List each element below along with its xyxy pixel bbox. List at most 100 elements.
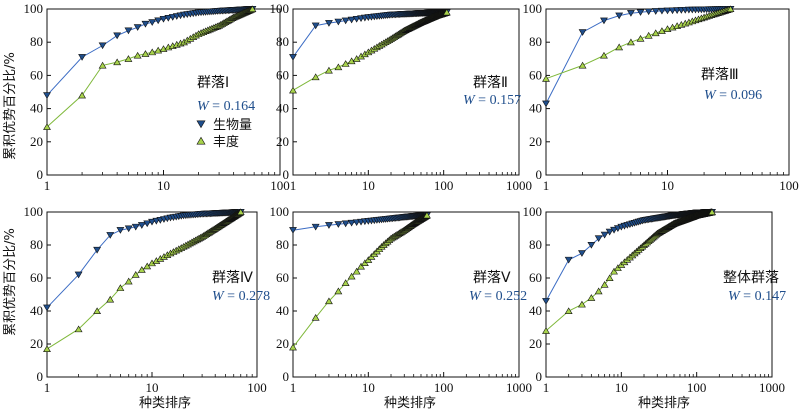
w-statistic: W = 0.157 [463, 93, 521, 108]
x-tick-label: 1 [543, 380, 550, 395]
point-abundance [236, 208, 245, 216]
point-biomass [663, 7, 672, 15]
x-tick-label: 100 [434, 178, 454, 193]
point-abundance [78, 91, 86, 99]
w-statistic: W = 0.164 [197, 99, 255, 114]
y-tick-label: 80 [529, 34, 542, 49]
point-biomass [610, 226, 618, 234]
y-axis-title-top: 累积优势百分比/% [2, 52, 18, 160]
point-abundance [357, 262, 365, 270]
x-tick-label: 10 [157, 178, 170, 193]
point-biomass [78, 54, 86, 61]
y-tick-label: 20 [30, 336, 43, 351]
panel-label: 群落Ⅰ [197, 75, 229, 91]
point-abundance [334, 287, 343, 295]
point-biomass [542, 298, 550, 305]
panel-label: 整体群落 [723, 270, 779, 286]
y-tick-label: 80 [276, 34, 289, 49]
point-abundance [347, 272, 356, 280]
y-tick-label: 0 [37, 369, 44, 384]
point-abundance [600, 280, 609, 288]
point-abundance [131, 271, 140, 278]
panel-5: 0 20 40 60 80 100 1 10 100 1000 群落Ⅴ W = 0.252 [270, 204, 533, 395]
point-biomass [141, 20, 150, 28]
point-biomass [131, 223, 140, 231]
y-tick-label: 20 [30, 134, 43, 149]
y-tick-label: 80 [276, 237, 289, 252]
x-tick-label: 100 [434, 380, 454, 395]
x-tick-label: 10 [615, 380, 628, 395]
point-biomass [148, 19, 157, 26]
x-tick-label: 1 [44, 380, 51, 395]
point-biomass [600, 17, 608, 25]
w-statistic: W = 0.147 [728, 289, 786, 304]
x-tick-label: 1 [290, 380, 297, 395]
panel-4: 0 20 40 60 80 100 1 10 100 群落Ⅳ W = 0.278 [24, 204, 271, 395]
y-tick-label: 40 [30, 101, 43, 116]
point-abundance [610, 267, 618, 275]
x-tick-label: 10 [661, 178, 674, 193]
y-tick-label: 40 [30, 303, 43, 318]
point-abundance [644, 31, 653, 39]
series-line-abundance [292, 214, 428, 348]
w-symbol: W [197, 99, 210, 114]
point-abundance [106, 295, 115, 303]
y-tick-label: 40 [276, 101, 289, 116]
series-abundance [542, 208, 716, 334]
x-tick-label: 100 [779, 178, 799, 193]
point-biomass [93, 246, 102, 254]
point-abundance [311, 73, 320, 81]
panel-label: 群落Ⅳ [212, 270, 253, 286]
point-biomass [106, 232, 115, 239]
point-biomass [644, 8, 653, 16]
w-statistic: W = 0.252 [469, 289, 527, 304]
y-tick-label: 60 [529, 67, 542, 82]
legend-biomass-label: 生物量 [213, 118, 252, 133]
w-value: = 0.252 [481, 289, 527, 304]
point-biomass [668, 7, 677, 15]
point-abundance [141, 50, 150, 57]
point-biomass [325, 222, 333, 229]
point-biomass [113, 32, 122, 40]
x-tick-label: 1000 [506, 178, 532, 193]
point-abundance [578, 61, 587, 69]
y-tick-label: 60 [529, 270, 542, 285]
point-biomass [143, 220, 152, 228]
point-biomass [148, 218, 156, 226]
point-abundance [578, 300, 586, 308]
panel-6: 0 20 40 60 80 100 1 10 100 1000 整体群落 W = 0.147 [523, 204, 787, 395]
x-tick-label: 1 [290, 178, 297, 193]
point-abundance [43, 345, 51, 352]
point-biomass [159, 15, 168, 23]
point-abundance [98, 61, 107, 69]
point-abundance [124, 277, 133, 285]
panel-label: 群落Ⅴ [473, 270, 511, 286]
y-tick-label: 80 [30, 34, 43, 49]
y-tick-label: 20 [276, 134, 289, 149]
point-biomass [627, 10, 635, 17]
x-axis-title-middle: 种类排序 [384, 396, 436, 411]
point-biomass [43, 304, 51, 312]
legend-abundance-label: 丰度 [213, 134, 239, 150]
point-biomass [154, 17, 163, 25]
series-abundance [43, 208, 245, 352]
y-tick-label: 60 [276, 67, 289, 82]
point-abundance [651, 29, 660, 37]
point-abundance [289, 86, 297, 94]
w-symbol: W [469, 289, 482, 304]
x-tick-label: 1000 [759, 380, 785, 395]
y-axis-title-bottom: 累积优势百分比/% [2, 228, 18, 336]
point-abundance [341, 60, 350, 67]
point-abundance [600, 51, 608, 59]
point-biomass [352, 15, 361, 23]
x-tick-label: 10 [146, 380, 159, 395]
series-line-biomass [545, 8, 731, 104]
x-tick-label: 100 [687, 380, 707, 395]
point-biomass [578, 29, 587, 36]
point-abundance [542, 75, 550, 82]
point-biomass [124, 27, 133, 35]
w-value: = 0.164 [209, 99, 255, 114]
point-abundance [594, 287, 603, 295]
